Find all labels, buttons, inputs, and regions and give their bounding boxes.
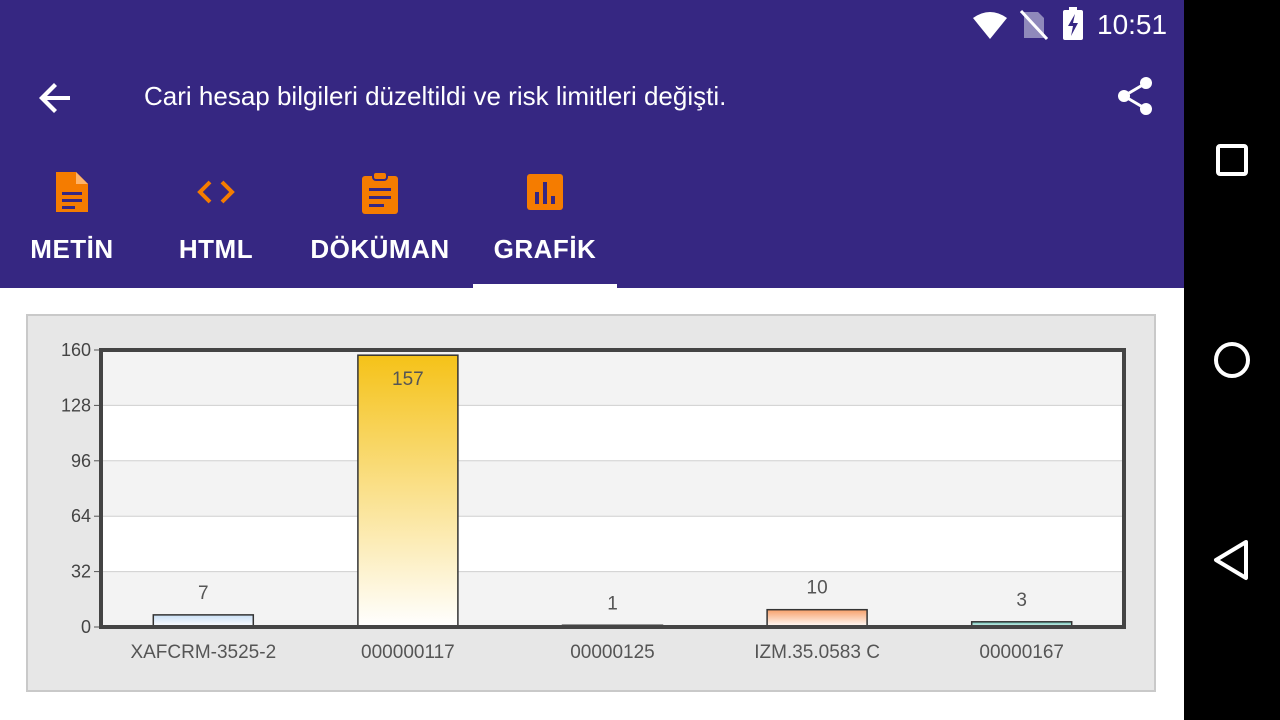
x-tick-label: XAFCRM-3525-2 <box>130 642 276 663</box>
data-label: 157 <box>392 369 424 390</box>
bar <box>357 354 459 628</box>
y-tick-label: 96 <box>71 451 91 471</box>
chart-container: 0 32 64 96 128 160 7 XAFCRM-3525-2 157 000000117 1… <box>26 314 1156 692</box>
document-icon <box>56 172 88 212</box>
recents-icon[interactable] <box>1184 130 1280 190</box>
x-tick-label: 000000117 <box>361 642 455 663</box>
app-bar: Cari hesap bilgileri düzeltildi ve risk … <box>0 48 1184 288</box>
y-tick-label: 32 <box>71 562 91 582</box>
bar-chart-icon <box>527 174 563 210</box>
data-label: 1 <box>607 593 618 614</box>
grid-band <box>101 571 1124 627</box>
share-icon[interactable] <box>1116 76 1156 116</box>
home-icon[interactable] <box>1184 330 1280 390</box>
grid-band <box>101 460 1124 517</box>
battery-charging-icon <box>1063 7 1083 40</box>
clipboard-icon <box>362 171 398 214</box>
clock: 10:51 <box>1097 9 1168 40</box>
arrow-back-icon[interactable] <box>36 78 76 118</box>
page-title: Cari hesap bilgileri düzeltildi ve risk … <box>144 81 727 111</box>
tab-label: METİN <box>30 234 114 264</box>
wifi-icon <box>973 12 1007 39</box>
app-window: 10:51 Cari hesap bilgileri düzeltildi ve… <box>0 0 1184 720</box>
tab-label: DÖKÜMAN <box>310 234 450 264</box>
tab-metin[interactable]: METİN <box>14 162 130 288</box>
status-bar: 10:51 <box>0 0 1184 48</box>
x-tick-label: IZM.35.0583 C <box>754 642 880 663</box>
plot-border <box>99 348 1126 629</box>
y-tick-label: 64 <box>71 506 91 526</box>
no-sim-icon <box>1020 10 1048 40</box>
grid-band <box>101 350 1124 406</box>
bar-chart: 0 32 64 96 128 160 7 XAFCRM-3525-2 157 000000117 1… <box>61 340 1126 663</box>
tab-dokuman[interactable]: DÖKÜMAN <box>300 162 460 288</box>
back-icon[interactable] <box>1184 530 1280 590</box>
tab-html[interactable]: HTML <box>158 162 274 288</box>
navigation-bar <box>1184 0 1280 720</box>
data-label: 7 <box>198 583 209 604</box>
tab-indicator <box>473 284 617 288</box>
y-tick-label: 0 <box>81 617 91 637</box>
x-tick-label: 00000167 <box>979 642 1064 663</box>
data-label: 3 <box>1016 590 1027 611</box>
y-tick-label: 128 <box>61 395 91 415</box>
code-icon <box>197 180 235 204</box>
data-label: 10 <box>807 578 828 599</box>
y-tick-label: 160 <box>61 340 91 360</box>
x-tick-label: 00000125 <box>570 642 655 663</box>
tab-grafik[interactable]: GRAFİK <box>473 162 617 288</box>
tab-label: HTML <box>178 234 254 264</box>
bar <box>766 608 868 628</box>
tab-label: GRAFİK <box>493 234 597 264</box>
